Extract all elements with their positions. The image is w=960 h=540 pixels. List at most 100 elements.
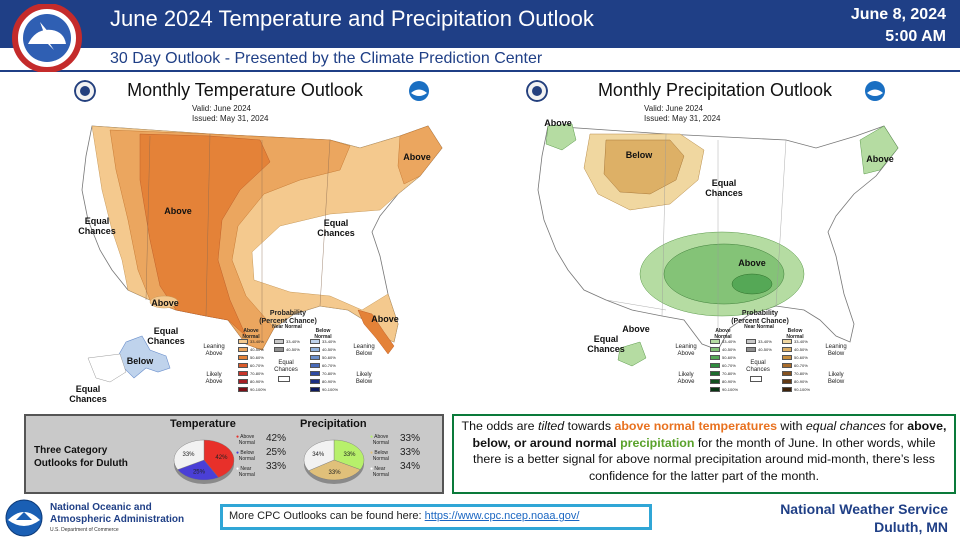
label-above-small: Above (151, 298, 179, 308)
nws-office: National Weather Service Duluth, MN (780, 500, 948, 536)
temp-legend-likely-below: Likely Below (355, 372, 373, 385)
temp-legend-below-label: Below (240, 450, 255, 456)
precip-legend-subtitle: (Percent Chance) (731, 318, 789, 325)
precip-legend-bin: 70-80% (710, 370, 740, 376)
precip-legend-bin-label: 60-70% (794, 362, 808, 368)
summary-above-below: above, below, or around normal (472, 419, 947, 450)
precip-legend-bin-label: 90-100% (794, 386, 811, 392)
precip-legend-bin-label: 70-80% (722, 370, 736, 376)
precipitation-valid-text: Valid: June 2024 Issued: May 31, 2024 (644, 104, 721, 124)
precip-legend-bin-label: 50-60% (794, 354, 808, 360)
temperature-pie-chart: 42% 25% 33% (173, 439, 235, 484)
precip-legend-near-label2: Normal (372, 472, 389, 478)
summary-equal-chances: equal chances (805, 419, 886, 433)
temp-legend-bin: 90-100% (310, 386, 340, 392)
precip-legend-near-label: Near (374, 466, 386, 472)
three-category-title-line1: Three Category (34, 445, 108, 456)
equal-ak2-line1: Equal (75, 384, 101, 394)
precipitation-outlook-panel: Monthly Precipitation Outlook Valid: Jun… (480, 74, 950, 410)
temperature-heading: Temperature (170, 418, 236, 430)
temp-legend-equal: Equal Chances (274, 360, 298, 373)
noaa-name-line2: Atmospheric Administration (50, 514, 185, 525)
label-below-ak: Below (126, 356, 154, 366)
temperature-outlook-panel: Monthly Temperature Outlook Valid: June … (0, 74, 470, 410)
noaa-name: National Oceanic and Atmospheric Adminis… (50, 502, 184, 526)
temp-legend-swatch (310, 362, 320, 368)
noaa-logo-icon (5, 499, 43, 537)
precip-legend-bin: 80-90% (782, 378, 812, 384)
temp-legend-bin-label: 60-70% (322, 362, 336, 368)
temp-legend-swatch (274, 346, 284, 352)
precipitation-percentages: 33% 33% 34% (400, 432, 420, 474)
temp-legend-swatch (238, 354, 248, 360)
header-bar: June 2024 Temperature and Precipitation … (0, 0, 960, 48)
precip-legend-swatch (782, 346, 792, 352)
three-category-title-line2: Outlooks for Duluth (34, 458, 128, 469)
temp-legend-bin-label: 33-40% (322, 338, 336, 344)
precip-legend-below: ● Below Normal (370, 450, 389, 462)
three-category-title: Three Category Outlooks for Duluth (34, 444, 128, 470)
precipitation-map-title: Monthly Precipitation Outlook (597, 80, 833, 100)
pie-slice-near (173, 439, 205, 470)
precip-legend-near: ● Near Normal (370, 466, 389, 478)
noaa-seal-icon (865, 81, 885, 101)
temp-legend-swatch (310, 378, 320, 384)
label-equal-ak: Equal Chances (578, 334, 634, 354)
summary-above-temps: above normal temperatures (614, 419, 777, 433)
precip-legend-swatch (782, 362, 792, 368)
precip-legend-swatch (710, 338, 720, 344)
temp-legend-swatch (238, 362, 248, 368)
pie-slice-label-above: 42% (215, 455, 228, 461)
cpc-link[interactable]: https://www.cpc.ncep.noaa.gov/ (424, 510, 580, 522)
summary-tilted: tilted (538, 419, 565, 433)
precip-legend-swatch (782, 370, 792, 376)
temp-legend-bin-label: 40-50% (250, 346, 264, 352)
temp-legend-bin: 40-50% (310, 346, 340, 352)
precip-legend-swatch (746, 346, 756, 352)
precip-below-pct: 33% (400, 447, 421, 458)
temperature-pie-legend: ● Above Normal ● Below Normal ● Near Nor… (236, 434, 255, 478)
temp-legend-bin-label: 33-40% (286, 338, 300, 344)
precip-legend-bin-label: 60-70% (722, 362, 736, 368)
precip-legend-bin: 40-50% (746, 346, 776, 352)
label-equal-ak2: Equal Chances (62, 384, 114, 404)
temp-legend-above: ● Above Normal (236, 434, 255, 446)
precip-legend-bin-label: 33-40% (758, 338, 772, 344)
commerce-seal-icon (74, 80, 96, 102)
temp-below-pct: 25% (266, 447, 287, 458)
precip-legend-below-label2: Normal (372, 456, 389, 462)
precip-legend-swatch (710, 386, 720, 392)
pie-slice-above (333, 439, 365, 470)
precip-legend-swatch (782, 338, 792, 344)
label-above-fl: Above (371, 314, 399, 324)
temp-legend-bin: 33-40% (310, 338, 340, 344)
more-outlooks-box: More CPC Outlooks can be found here: htt… (220, 504, 652, 530)
pie-slice-label-below: 25% (193, 470, 206, 476)
precip-legend-bin-label: 90-100% (722, 386, 739, 392)
temp-legend-subtitle: (Percent Chance) (259, 318, 317, 325)
temperature-percentages: 42% 25% 33% (266, 432, 286, 474)
equal-ak1-line2: Chances (147, 336, 185, 346)
equal-east-line1: Equal (323, 218, 349, 228)
temp-legend-bin-label: 60-70% (250, 362, 264, 368)
label-below: Below (625, 150, 653, 160)
equal-ak-line2: Chances (587, 344, 625, 354)
temp-legend-bin-label: 50-60% (250, 354, 264, 360)
temp-legend-bin: 70-80% (310, 370, 340, 376)
precip-legend-bin: 50-60% (782, 354, 812, 360)
precip-legend-col-below: Below Normal (786, 328, 804, 340)
temp-legend-swatch (274, 338, 284, 344)
precip-legend-col-above: Above Normal (714, 328, 732, 340)
precip-legend-leaning-above: Leaning Above (675, 344, 697, 357)
outlook-summary: The odds are tilted towards above normal… (452, 414, 956, 494)
pie-slice-below (177, 459, 219, 481)
label-equal-west: Equal Chances (72, 216, 122, 236)
summary-text-6: for the month of June. In other words, w… (473, 435, 936, 483)
temp-legend-bin: 90-100% (238, 386, 268, 392)
precipitation-heading: Precipitation (300, 418, 367, 430)
temp-legend-likely-above: Likely Above (205, 372, 223, 385)
temp-legend-bin-label: 40-50% (322, 346, 336, 352)
label-above-central: Above (738, 258, 766, 268)
summary-text-3: with (776, 419, 806, 433)
temp-legend-bin-label: 90-100% (250, 386, 267, 392)
